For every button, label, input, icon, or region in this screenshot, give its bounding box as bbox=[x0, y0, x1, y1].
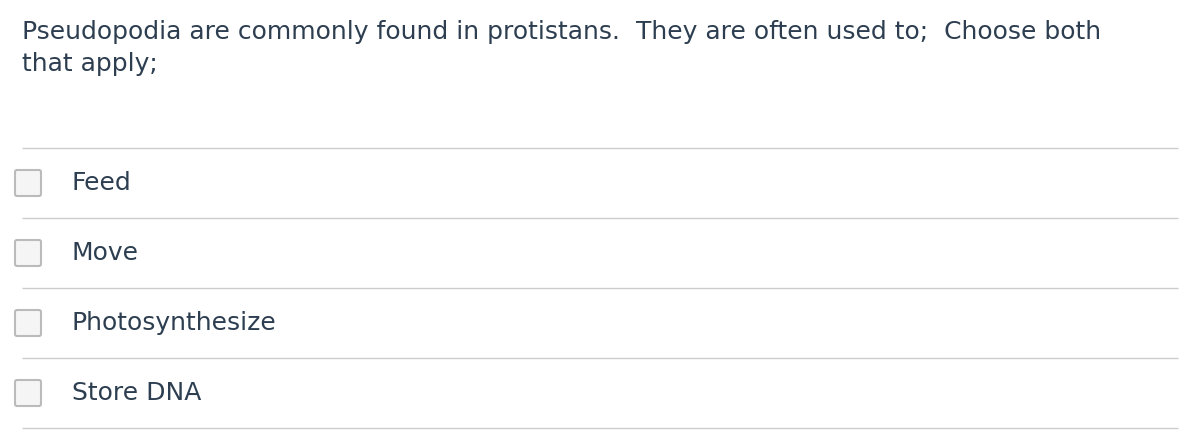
Text: that apply;: that apply; bbox=[22, 52, 157, 76]
Text: Store DNA: Store DNA bbox=[72, 381, 202, 405]
FancyBboxPatch shape bbox=[14, 240, 41, 266]
FancyBboxPatch shape bbox=[14, 310, 41, 336]
Text: Pseudopodia are commonly found in protistans.  They are often used to;  Choose b: Pseudopodia are commonly found in protis… bbox=[22, 20, 1102, 44]
Text: Move: Move bbox=[72, 241, 139, 265]
FancyBboxPatch shape bbox=[14, 380, 41, 406]
Text: Photosynthesize: Photosynthesize bbox=[72, 311, 277, 335]
Text: Feed: Feed bbox=[72, 171, 132, 195]
FancyBboxPatch shape bbox=[14, 170, 41, 196]
